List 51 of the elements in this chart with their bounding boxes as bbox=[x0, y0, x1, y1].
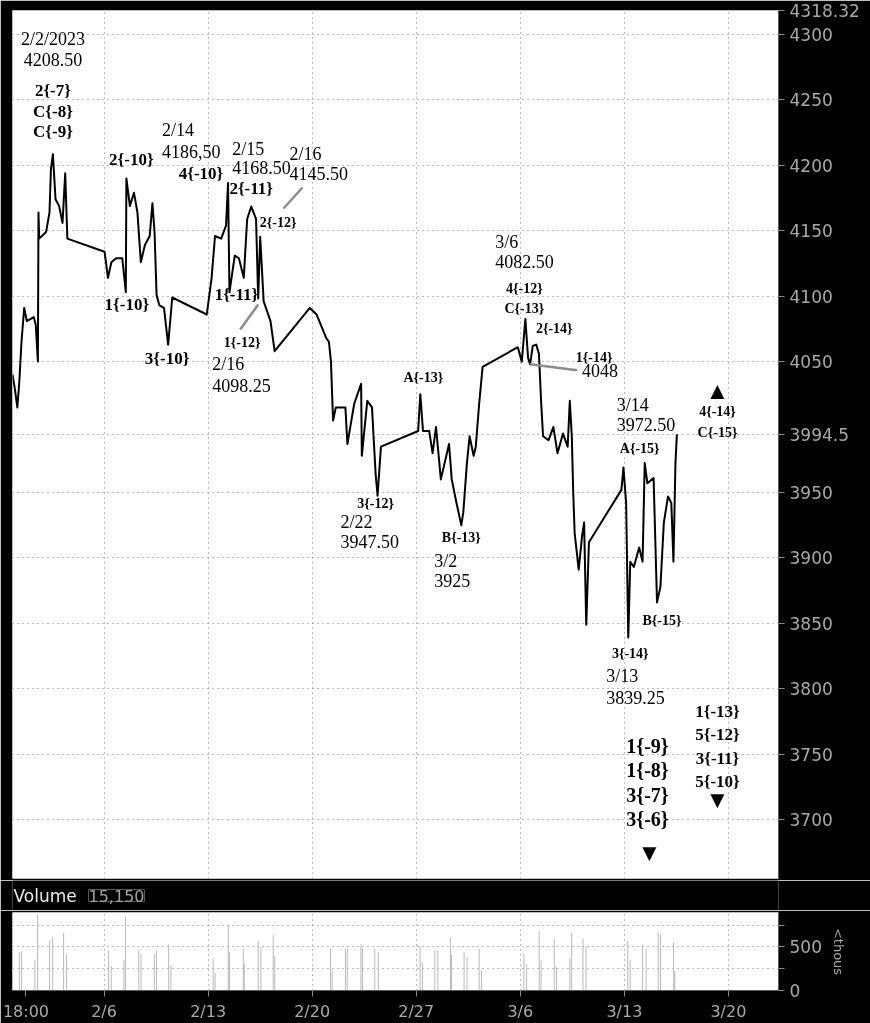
x-tick-label: 2/6 bbox=[91, 1001, 117, 1021]
annotation: 2{-14} bbox=[535, 320, 574, 336]
y-tick-label: 4200 bbox=[789, 155, 833, 176]
annotation: 2/2/2023 4208.50 2{-7} C{-8} C{-9} bbox=[20, 29, 85, 142]
y-tick-label: 3800 bbox=[789, 679, 833, 700]
y-tick-label: 3850 bbox=[789, 613, 833, 634]
annotation: ▲ 4{-14} C{-15} bbox=[697, 377, 738, 440]
annotation: 2{-11} bbox=[229, 178, 274, 198]
annotation: A{-13} bbox=[403, 370, 444, 386]
y-tick-label: 4050 bbox=[789, 352, 833, 373]
y-tick-label: 500 bbox=[789, 937, 822, 958]
annotation: 4{-10} bbox=[178, 164, 224, 183]
y-tick-label: 4100 bbox=[789, 286, 833, 307]
x-tick-label: 2/27 bbox=[398, 1001, 435, 1021]
y-tick-label: 4150 bbox=[789, 221, 833, 242]
y-tick-label: 3750 bbox=[789, 744, 833, 765]
annotation: 1{-11} bbox=[214, 285, 259, 305]
y-tick-label: 3900 bbox=[789, 548, 833, 569]
annotation: 3{-10} bbox=[144, 348, 190, 368]
x-tick-label: 3/13 bbox=[606, 1001, 643, 1021]
chart-title: Volume bbox=[13, 885, 77, 906]
annotation: 2/15 4168.50 bbox=[232, 138, 291, 178]
y-tick-label: 3700 bbox=[789, 810, 833, 831]
annotation: 3{-14} 3/13 3839.25 bbox=[606, 646, 665, 709]
annotation: 3/14 3972.50 A{-15} bbox=[616, 395, 676, 457]
x-tick-label: 3/20 bbox=[710, 1001, 747, 1021]
x-tick-label: 3/6 bbox=[507, 1001, 534, 1021]
annotation: 3/6 4082.50 4{-12} C{-13} bbox=[495, 232, 554, 317]
x-tick-label: 18:00 bbox=[2, 1001, 50, 1021]
annotation: B{-15} bbox=[642, 613, 683, 629]
chart-subtitle: 15,150 bbox=[88, 886, 145, 906]
y-axis-title: <thous bbox=[830, 927, 846, 976]
y-tick-label: 0 bbox=[789, 981, 801, 1001]
annotation: 3{-12} 2/22 3947.50 bbox=[340, 495, 400, 552]
annotation: 1{-12} 2/16 4098.25 bbox=[212, 335, 271, 397]
x-tick-label: 2/20 bbox=[294, 1001, 331, 1021]
annotation: 2/14 4186,50 bbox=[162, 120, 221, 162]
annotation: 2{-12} bbox=[259, 214, 298, 230]
annotation: 2{-10} bbox=[109, 150, 154, 170]
y-tick-label: 4318.32 bbox=[789, 1, 860, 21]
annotation: 1{-9} 1{-8} 3{-7} 3{-6} ▼ bbox=[626, 734, 669, 866]
annotation: B{-13} 3/2 3925 bbox=[434, 530, 482, 592]
y-tick-label: 4300 bbox=[789, 24, 833, 45]
annotation: 1{-13} 5{-12} 3{-11} 5{-10} ▼ bbox=[695, 701, 741, 813]
annotation: 1{-14} 4048 bbox=[575, 350, 619, 382]
y-tick-label: 4250 bbox=[789, 90, 833, 111]
annotation: 1{-10} bbox=[104, 295, 150, 315]
annotation: 2/16 4145.50 bbox=[289, 143, 348, 184]
y-tick-label: 3950 bbox=[789, 482, 833, 503]
x-tick-label: 2/13 bbox=[190, 1001, 227, 1021]
y-tick-label: 3994.5 bbox=[789, 424, 849, 445]
